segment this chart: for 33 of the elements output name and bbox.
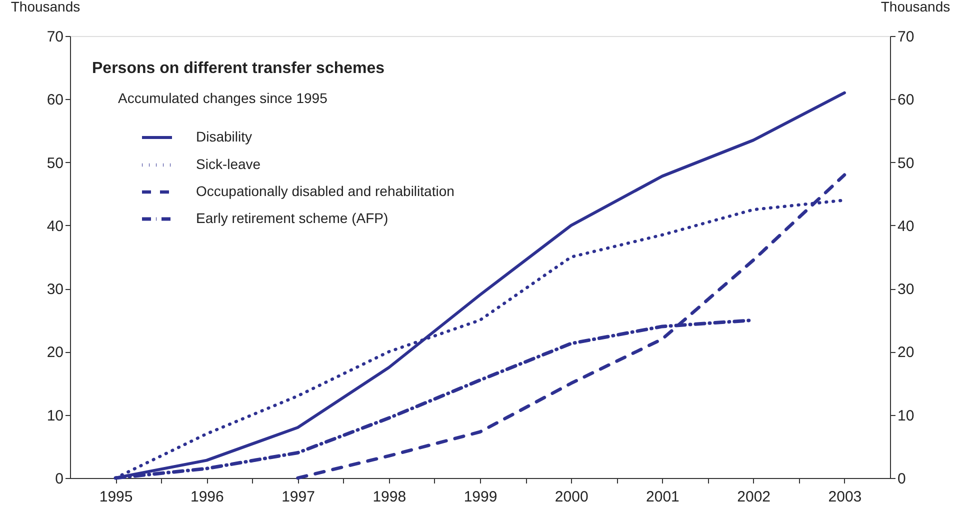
y2-tick-label: 70 [898, 28, 914, 46]
legend-label: Occupationally disabled and rehabilitation [196, 183, 454, 199]
y-tick-label: 30 [46, 281, 64, 298]
y2-tick-label: 50 [898, 154, 914, 172]
y2-tick-label: 20 [898, 344, 914, 362]
y-axis-title: Thousands [10, 0, 80, 14]
y2-tick-label: 40 [898, 218, 914, 235]
x-tick-label: 2003 [828, 488, 862, 506]
y2-axis-title: Thousands [880, 0, 950, 14]
x-tick-label: 1997 [282, 488, 315, 506]
x-tick-label: 2001 [646, 488, 680, 506]
y2-tick-label: 0 [898, 470, 906, 488]
y-tick-label: 50 [46, 154, 64, 172]
x-tick-label: 1996 [190, 488, 224, 506]
legend-label: Disability [196, 128, 252, 144]
text: Accumulated changes since 1995 [118, 90, 328, 106]
y-tick-label: 10 [46, 407, 64, 424]
y2-tick-label: 10 [898, 407, 914, 424]
y-tick-label: 40 [46, 218, 64, 235]
x-tick-label: 2000 [554, 488, 588, 506]
legend-label: Sick-leave [196, 156, 261, 172]
legend-label: Early retirement scheme (AFP) [196, 210, 388, 226]
x-tick-label: 2002 [737, 488, 771, 506]
x-tick-label: 1998 [372, 488, 406, 506]
x-tick-label: 1999 [464, 488, 498, 506]
y-tick-label: 0 [55, 470, 64, 488]
text: Persons on different transfer schemes [92, 60, 385, 77]
y2-tick-label: 60 [898, 92, 914, 109]
y2-tick-label: 30 [898, 281, 914, 298]
y-tick-label: 60 [46, 92, 64, 109]
y-tick-label: 70 [46, 28, 64, 46]
x-tick-label: 1995 [99, 488, 133, 506]
y-tick-label: 20 [46, 344, 64, 362]
